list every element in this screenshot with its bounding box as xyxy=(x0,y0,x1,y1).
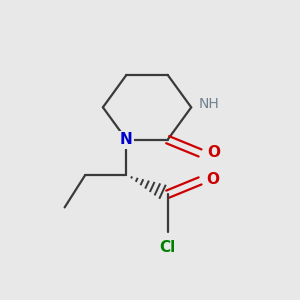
Text: Cl: Cl xyxy=(160,240,176,255)
Text: N: N xyxy=(120,132,133,147)
Text: NH: NH xyxy=(199,98,219,111)
Text: O: O xyxy=(206,172,220,187)
Text: O: O xyxy=(207,146,220,160)
